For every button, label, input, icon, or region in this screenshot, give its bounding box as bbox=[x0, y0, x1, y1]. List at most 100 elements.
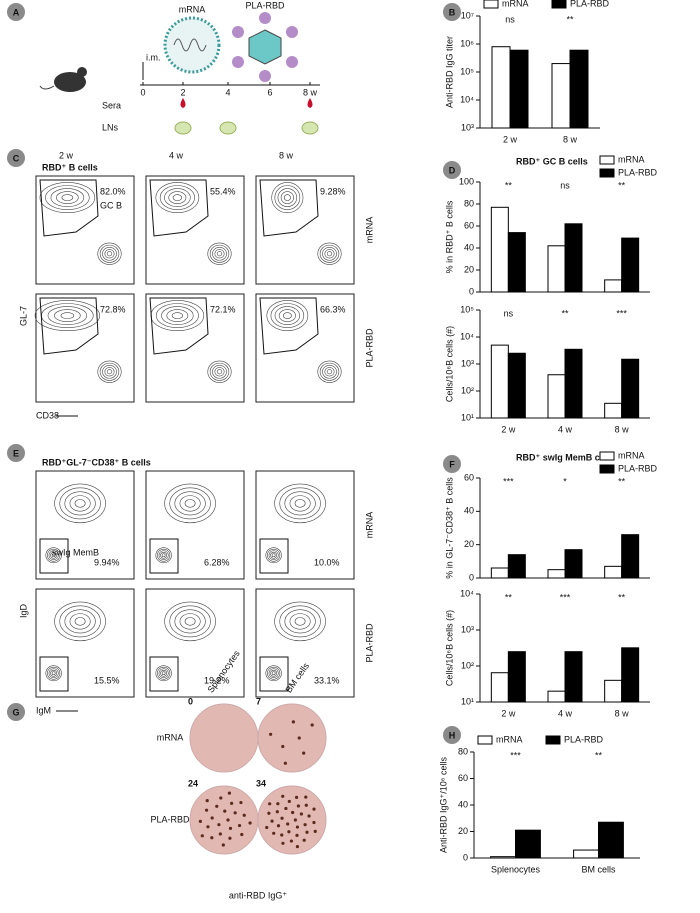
bar bbox=[573, 849, 599, 859]
contour bbox=[155, 665, 172, 682]
spot bbox=[302, 838, 306, 842]
spot-count: 0 bbox=[188, 696, 193, 706]
contour bbox=[102, 246, 117, 261]
flow-plot bbox=[145, 175, 245, 285]
legend-label: mRNA bbox=[496, 734, 523, 744]
contour bbox=[280, 191, 294, 204]
contour bbox=[39, 182, 96, 214]
contour bbox=[279, 487, 321, 520]
contour bbox=[106, 251, 113, 257]
contour bbox=[166, 309, 189, 322]
gate-percent: 72.8% bbox=[100, 304, 126, 314]
contour bbox=[169, 487, 211, 520]
gate-percent: 10.0% bbox=[314, 557, 340, 567]
contour bbox=[207, 242, 232, 265]
y-axis-label: Anti-RBD IgG⁺/10⁶ cells bbox=[438, 757, 448, 853]
significance: ** bbox=[595, 750, 603, 760]
contour bbox=[45, 185, 90, 210]
y-tick-label: 0 bbox=[469, 286, 474, 296]
contour bbox=[265, 665, 282, 682]
significance: *** bbox=[503, 476, 514, 486]
contour bbox=[174, 491, 206, 516]
axis-label: IgM bbox=[36, 705, 51, 715]
spot-count: 34 bbox=[256, 778, 266, 788]
significance: ** bbox=[561, 308, 569, 318]
contour bbox=[268, 550, 279, 561]
contour bbox=[267, 548, 281, 562]
contour bbox=[59, 605, 101, 638]
y-tick-label: 10³ bbox=[461, 122, 474, 132]
contour bbox=[164, 601, 216, 642]
timeline-label: 8 w bbox=[303, 87, 318, 97]
y-tick-label: 0 bbox=[469, 572, 474, 582]
gate bbox=[39, 297, 99, 355]
contour bbox=[45, 665, 62, 682]
legend-label: mRNA bbox=[502, 0, 529, 8]
panel-letter: C bbox=[13, 153, 20, 163]
x-tick-label: 8 w bbox=[615, 424, 630, 434]
contour bbox=[54, 309, 81, 322]
spot bbox=[217, 823, 221, 827]
timeline-label: 6 bbox=[267, 87, 272, 97]
y-axis-label: Anti-RBD IgG titer bbox=[444, 36, 454, 108]
contour bbox=[50, 551, 58, 559]
contour bbox=[289, 495, 311, 512]
legend-label: PLA-RBD bbox=[570, 0, 610, 8]
spot bbox=[198, 819, 202, 823]
legend-label: PLA-RBD bbox=[618, 167, 658, 177]
contour bbox=[157, 548, 171, 562]
spot bbox=[302, 751, 306, 755]
significance: ** bbox=[505, 180, 513, 190]
contour bbox=[289, 613, 311, 630]
spot bbox=[284, 806, 288, 811]
contour bbox=[155, 547, 172, 564]
contour bbox=[50, 188, 85, 207]
legend-swatch bbox=[551, 0, 567, 9]
contour bbox=[34, 300, 101, 332]
contour bbox=[159, 185, 195, 210]
panel-letter: G bbox=[12, 707, 19, 717]
y-tick-label: 10⁴ bbox=[460, 94, 474, 104]
spot bbox=[297, 736, 301, 740]
contour bbox=[212, 246, 227, 261]
spot bbox=[267, 811, 271, 815]
y-axis-label: Cells/10⁶B cells (#) bbox=[444, 326, 454, 402]
spot bbox=[239, 800, 243, 805]
contour bbox=[271, 671, 276, 676]
spot bbox=[276, 802, 280, 806]
significance: ns bbox=[560, 180, 570, 190]
spot bbox=[312, 807, 316, 811]
significance: *** bbox=[510, 750, 521, 760]
bar bbox=[490, 567, 509, 579]
spot bbox=[228, 826, 233, 830]
significance: ns bbox=[504, 308, 514, 318]
contour bbox=[160, 551, 168, 559]
spot bbox=[299, 812, 304, 816]
flow-plot bbox=[145, 293, 245, 403]
contour bbox=[274, 185, 301, 210]
spot bbox=[303, 823, 307, 827]
x-tick-label: 8 w bbox=[615, 708, 630, 718]
timeline-label: 4 bbox=[225, 87, 230, 97]
contour bbox=[270, 551, 278, 559]
bar bbox=[621, 358, 640, 419]
y-tick-label: 10⁵ bbox=[460, 66, 474, 76]
contour bbox=[64, 491, 96, 516]
bar bbox=[604, 279, 623, 293]
column-label: 2 w bbox=[59, 150, 74, 160]
gate bbox=[259, 656, 289, 692]
gate-percent: 15.5% bbox=[94, 675, 120, 685]
spot bbox=[226, 818, 230, 822]
contour bbox=[209, 362, 230, 381]
contour bbox=[74, 617, 86, 626]
y-tick-label: 60 bbox=[464, 472, 474, 482]
panel-letter: F bbox=[449, 459, 455, 469]
bar bbox=[547, 374, 566, 419]
contour bbox=[179, 495, 201, 512]
contour bbox=[283, 194, 291, 201]
y-tick-label: 40 bbox=[464, 506, 474, 516]
contour bbox=[47, 548, 61, 562]
rbd-arms bbox=[232, 12, 298, 82]
well bbox=[189, 703, 259, 773]
